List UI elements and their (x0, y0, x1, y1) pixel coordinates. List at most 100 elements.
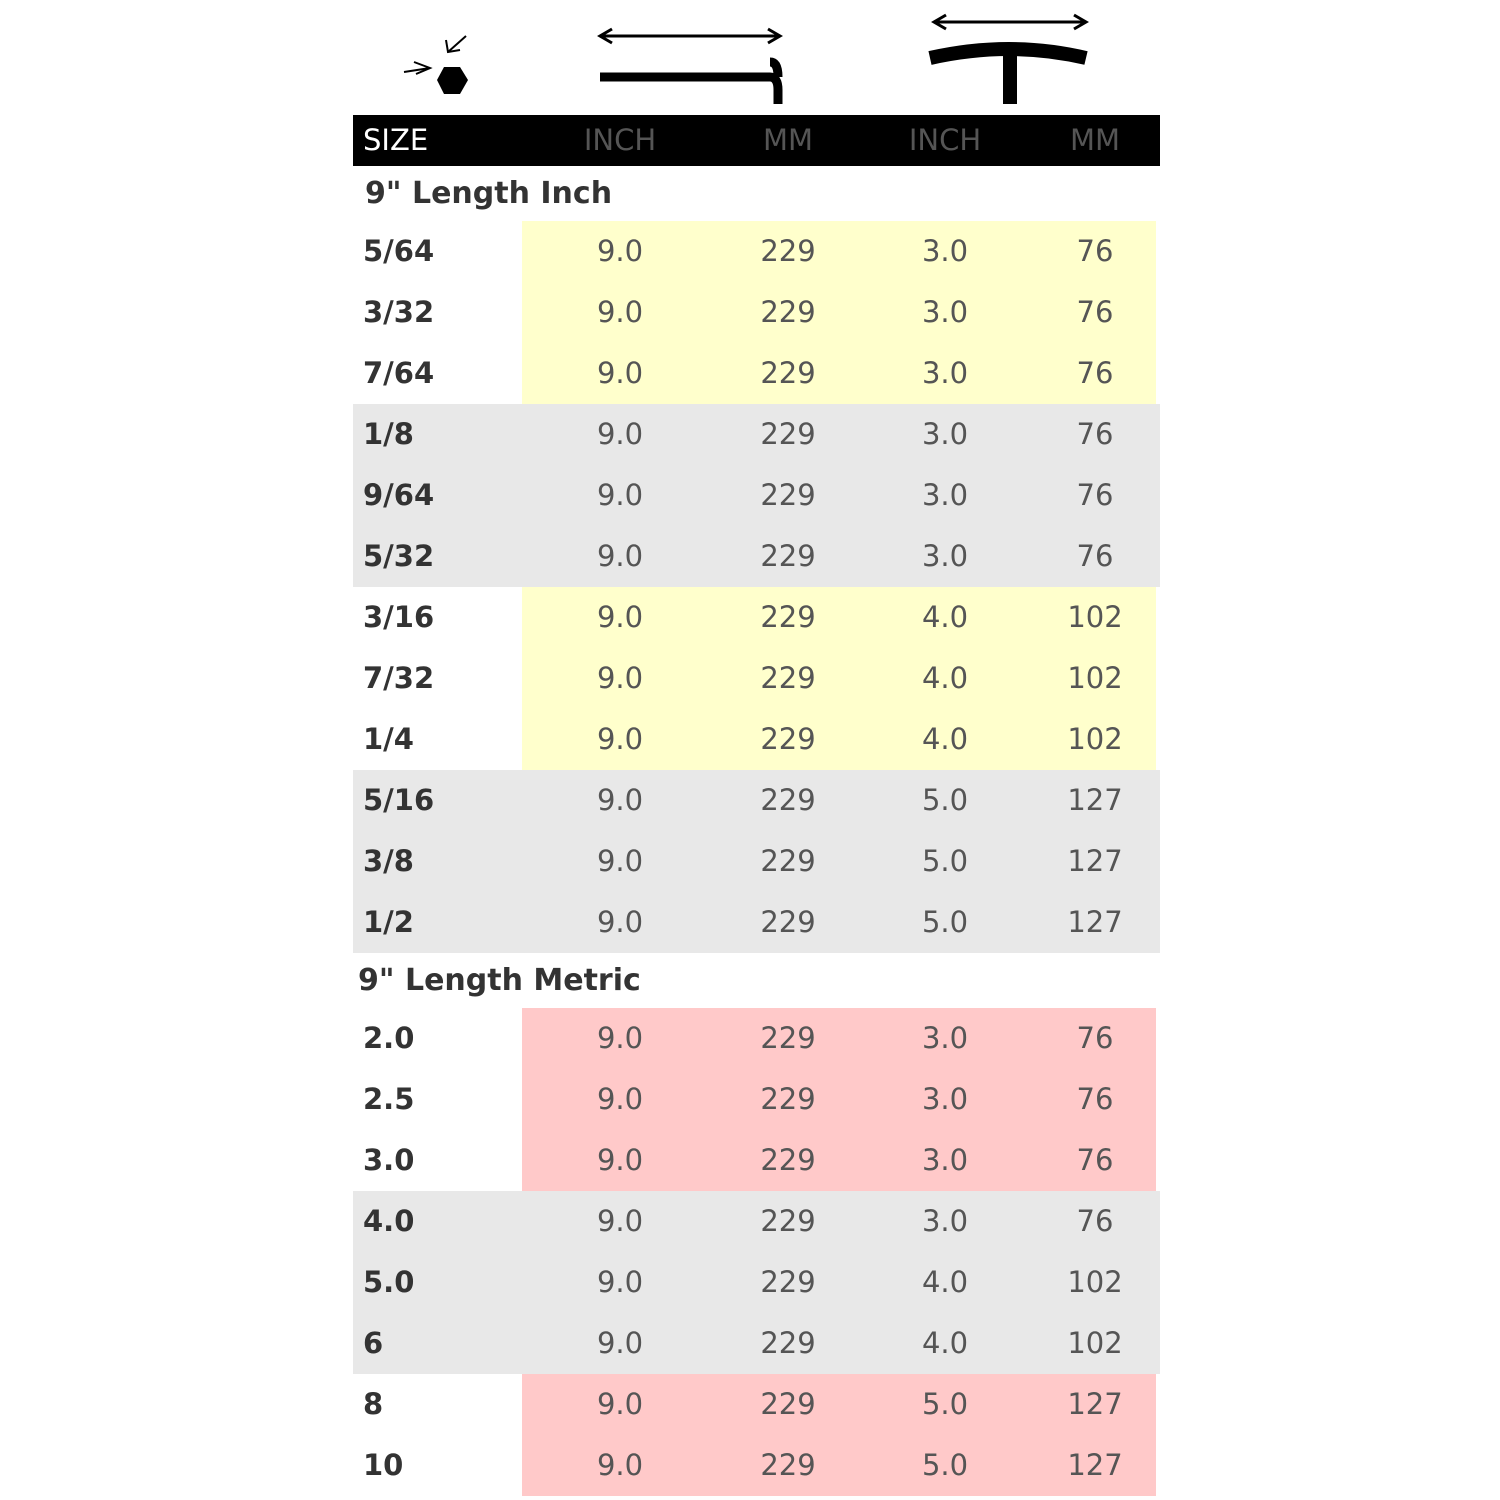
column-header: SIZE (363, 123, 429, 157)
value-cell: 229 (760, 1265, 816, 1299)
value-cell: 102 (1067, 1265, 1123, 1299)
size-cell: 1/8 (363, 417, 414, 451)
value-cell: 76 (1076, 1082, 1114, 1116)
value-cell: 76 (1076, 356, 1114, 390)
value-cell: 9.0 (596, 783, 644, 817)
size-cell: 3/16 (363, 600, 435, 634)
value-cell: 229 (760, 722, 816, 756)
section-title: 9" Length Inch (365, 176, 613, 211)
value-cell: 3.0 (921, 417, 969, 451)
column-header: INCH (908, 123, 982, 157)
value-cell: 102 (1067, 722, 1123, 756)
value-cell: 4.0 (921, 1265, 969, 1299)
value-cell: 5.0 (921, 783, 969, 817)
value-cell: 9.0 (596, 1082, 644, 1116)
value-cell: 229 (760, 1326, 816, 1360)
value-cell: 229 (760, 539, 816, 573)
value-cell: 229 (760, 844, 816, 878)
size-cell: 1/4 (363, 722, 414, 756)
value-cell: 229 (760, 295, 816, 329)
value-cell: 127 (1067, 1387, 1123, 1421)
value-cell: 229 (760, 1143, 816, 1177)
size-cell: 6 (363, 1326, 384, 1360)
value-cell: 9.0 (596, 1143, 644, 1177)
value-cell: 76 (1076, 417, 1114, 451)
value-cell: 4.0 (921, 1326, 969, 1360)
value-cell: 9.0 (596, 539, 644, 573)
size-cell: 1/2 (363, 905, 414, 939)
value-cell: 9.0 (596, 844, 644, 878)
value-cell: 76 (1076, 234, 1114, 268)
value-cell: 229 (760, 234, 816, 268)
value-cell: 102 (1067, 661, 1123, 695)
gray-band (353, 1191, 1160, 1374)
value-cell: 9.0 (596, 417, 644, 451)
gray-band (353, 770, 1160, 953)
column-header: INCH (583, 123, 657, 157)
column-header: MM (1069, 123, 1121, 157)
value-cell: 9.0 (596, 1387, 644, 1421)
value-cell: 76 (1076, 1021, 1114, 1055)
value-cell: 229 (760, 356, 816, 390)
hex-icon (403, 35, 468, 94)
value-cell: 3.0 (921, 234, 969, 268)
highlight-band (522, 221, 1156, 404)
value-cell: 76 (1076, 295, 1114, 329)
size-cell: 2.0 (363, 1021, 415, 1055)
value-cell: 9.0 (596, 1204, 644, 1238)
value-cell: 9.0 (596, 1448, 644, 1482)
value-cell: 3.0 (921, 1204, 969, 1238)
highlight-band (522, 1374, 1156, 1496)
value-cell: 9.0 (596, 1265, 644, 1299)
value-cell: 9.0 (596, 600, 644, 634)
value-cell: 229 (760, 478, 816, 512)
size-cell: 5.0 (363, 1265, 415, 1299)
value-cell: 127 (1067, 1448, 1123, 1482)
value-cell: 9.0 (596, 722, 644, 756)
value-cell: 229 (760, 417, 816, 451)
value-cell: 76 (1076, 539, 1114, 573)
value-cell: 102 (1067, 1326, 1123, 1360)
value-cell: 76 (1076, 478, 1114, 512)
value-cell: 3.0 (921, 295, 969, 329)
highlight-band (522, 587, 1156, 770)
value-cell: 127 (1067, 905, 1123, 939)
t-handle-icon (928, 13, 1089, 104)
header-row (353, 115, 1160, 166)
size-cell: 3/32 (363, 295, 435, 329)
size-cell: 7/64 (363, 356, 435, 390)
value-cell: 9.0 (596, 234, 644, 268)
highlight-band (522, 1008, 1156, 1191)
value-cell: 9.0 (596, 1326, 644, 1360)
size-cell: 2.5 (363, 1082, 415, 1116)
size-cell: 9/64 (363, 478, 435, 512)
value-cell: 229 (760, 600, 816, 634)
value-cell: 76 (1076, 1204, 1114, 1238)
size-cell: 4.0 (363, 1204, 415, 1238)
value-cell: 229 (760, 661, 816, 695)
value-cell: 3.0 (921, 356, 969, 390)
value-cell: 102 (1067, 600, 1123, 634)
value-cell: 3.0 (921, 1082, 969, 1116)
value-cell: 3.0 (921, 1021, 969, 1055)
value-cell: 229 (760, 783, 816, 817)
value-cell: 5.0 (921, 905, 969, 939)
header-icons (403, 13, 1089, 104)
size-cell: 5/16 (363, 783, 435, 817)
value-cell: 9.0 (596, 905, 644, 939)
value-cell: 9.0 (596, 356, 644, 390)
value-cell: 3.0 (921, 539, 969, 573)
value-cell: 4.0 (921, 722, 969, 756)
value-cell: 127 (1067, 844, 1123, 878)
value-cell: 5.0 (921, 1448, 969, 1482)
value-cell: 9.0 (596, 478, 644, 512)
value-cell: 9.0 (596, 1021, 644, 1055)
value-cell: 4.0 (921, 600, 969, 634)
value-cell: 229 (760, 1387, 816, 1421)
value-cell: 5.0 (921, 844, 969, 878)
value-cell: 3.0 (921, 1143, 969, 1177)
value-cell: 4.0 (921, 661, 969, 695)
size-cell: 5/64 (363, 234, 435, 268)
value-cell: 229 (760, 1082, 816, 1116)
